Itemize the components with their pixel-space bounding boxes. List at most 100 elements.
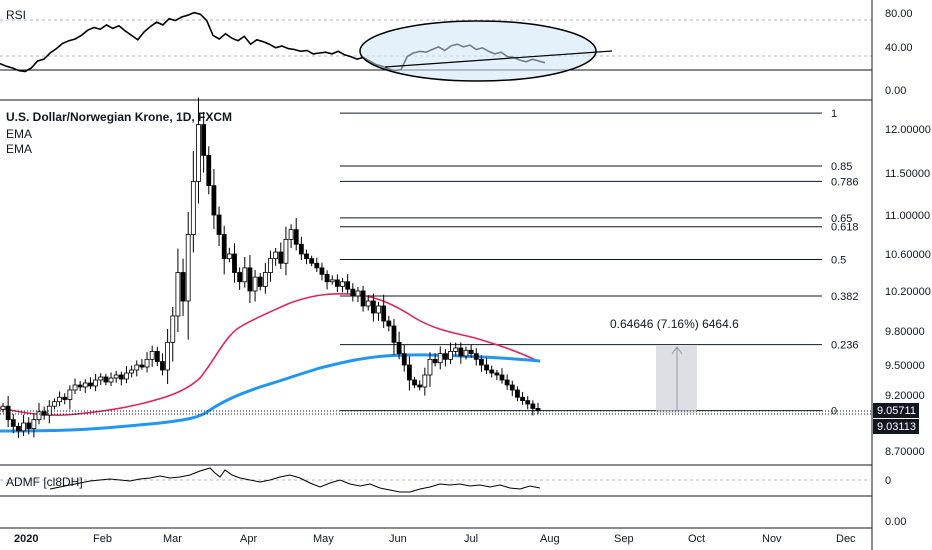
price-tick: 12.00000 — [885, 124, 931, 136]
candle-body — [432, 358, 438, 364]
candle-body — [401, 353, 407, 366]
candle-body — [252, 276, 258, 292]
candle-body — [262, 272, 268, 287]
candle-body — [0, 405, 6, 410]
candle-body — [36, 411, 42, 421]
candle-body — [350, 288, 356, 297]
candle-body — [226, 253, 232, 260]
candle-body — [427, 358, 433, 376]
candle-body — [108, 377, 114, 383]
candle-body — [370, 300, 376, 314]
candle-body — [535, 408, 541, 412]
price-tick: 11.00000 — [885, 210, 930, 222]
candle-body — [88, 382, 93, 387]
candle-body — [509, 384, 515, 391]
candle-body — [515, 389, 520, 398]
candle-body — [381, 305, 387, 322]
candle-body — [10, 419, 16, 427]
candle-body — [360, 290, 366, 307]
month-label: Feb — [93, 533, 112, 545]
candle-body — [458, 347, 464, 357]
month-label: Mar — [163, 533, 182, 545]
rsi-title: RSI — [6, 8, 26, 22]
month-label: Aug — [540, 533, 560, 545]
candle-body — [319, 267, 325, 275]
time-axis: 2020 Feb Mar Apr May Jun Jul Aug Sep Oct… — [0, 527, 872, 545]
candle-body — [134, 364, 140, 371]
candle-body — [278, 251, 284, 264]
admf-panel: ADMF [cl8DH] 0 0.00 — [0, 464, 906, 528]
candle-body — [149, 350, 155, 360]
candle-body — [221, 234, 227, 260]
candle-body — [391, 325, 397, 343]
candle-body — [386, 320, 392, 327]
candle-body — [57, 396, 62, 403]
fib-level-label: 0.382 — [831, 291, 859, 303]
candle-body — [216, 214, 222, 235]
candle-body — [118, 374, 124, 380]
price-tick: 8.70000 — [885, 446, 925, 458]
price-tag-last-text: 9.05711 — [877, 405, 916, 417]
candle-body — [412, 379, 417, 386]
candle-body — [103, 376, 109, 383]
candle-body — [479, 358, 484, 366]
month-label: Nov — [762, 533, 782, 545]
fib-level-label: 0.85 — [831, 161, 852, 173]
admf-tick-0: 0 — [885, 475, 891, 487]
candle-body — [293, 229, 299, 245]
candle-body — [165, 341, 171, 371]
candle-body — [124, 372, 129, 380]
candle-body — [499, 374, 505, 381]
month-label: 2020 — [14, 533, 38, 545]
price-tick: 11.50000 — [885, 168, 930, 180]
candle-body — [201, 124, 207, 156]
rsi-panel: RSI 80.00 40.00 0.00 — [0, 8, 913, 97]
month-label: Apr — [240, 533, 257, 545]
candle-body — [396, 341, 402, 355]
candle-body — [525, 400, 531, 405]
candle-body — [72, 384, 78, 391]
candle-body — [484, 364, 489, 371]
candle-body — [154, 350, 160, 362]
fib-level-label: 0.618 — [831, 222, 859, 234]
price-tick: 10.60000 — [885, 249, 931, 261]
candle-body — [247, 267, 253, 292]
candle-body — [422, 374, 428, 388]
indicator-label-ema-2: EMA — [6, 142, 32, 156]
month-label: May — [313, 533, 334, 545]
candle-body — [448, 350, 453, 360]
candle-body — [304, 253, 309, 260]
candle-body — [473, 353, 479, 360]
fib-level-label: 0.65 — [831, 213, 852, 225]
candle-body — [309, 258, 315, 264]
price-tick: 9.50000 — [885, 360, 925, 372]
rsi-ellipse-annotation — [359, 20, 597, 82]
admf-line — [49, 467, 541, 493]
price-tick: 9.20000 — [885, 390, 925, 402]
candle-body — [113, 374, 119, 379]
candle-body — [62, 396, 68, 400]
indicator-label-ema-1: EMA — [6, 127, 32, 141]
candle-body — [21, 422, 26, 432]
candle-body — [520, 396, 525, 401]
month-label: Sep — [614, 533, 634, 545]
candle-body — [463, 349, 469, 357]
admf-tick-0-00: 0.00 — [885, 516, 906, 528]
rsi-tick-0: 0.00 — [885, 85, 906, 97]
price-tag-bid: 9.03113 — [873, 419, 919, 434]
candle-body — [67, 389, 73, 400]
candle-body — [257, 276, 263, 287]
candle-body — [232, 253, 237, 273]
candle-body — [268, 258, 273, 273]
candle-body — [144, 358, 150, 368]
candle-body — [211, 185, 217, 216]
candle-body — [26, 422, 32, 429]
candle-body — [242, 267, 248, 283]
fib-level-label: 0 — [831, 406, 837, 418]
candle-body — [237, 272, 243, 283]
month-label: Dec — [836, 533, 856, 545]
candle-body — [98, 376, 104, 381]
month-label: Jul — [464, 533, 478, 545]
price-tick: 9.80000 — [885, 326, 925, 338]
